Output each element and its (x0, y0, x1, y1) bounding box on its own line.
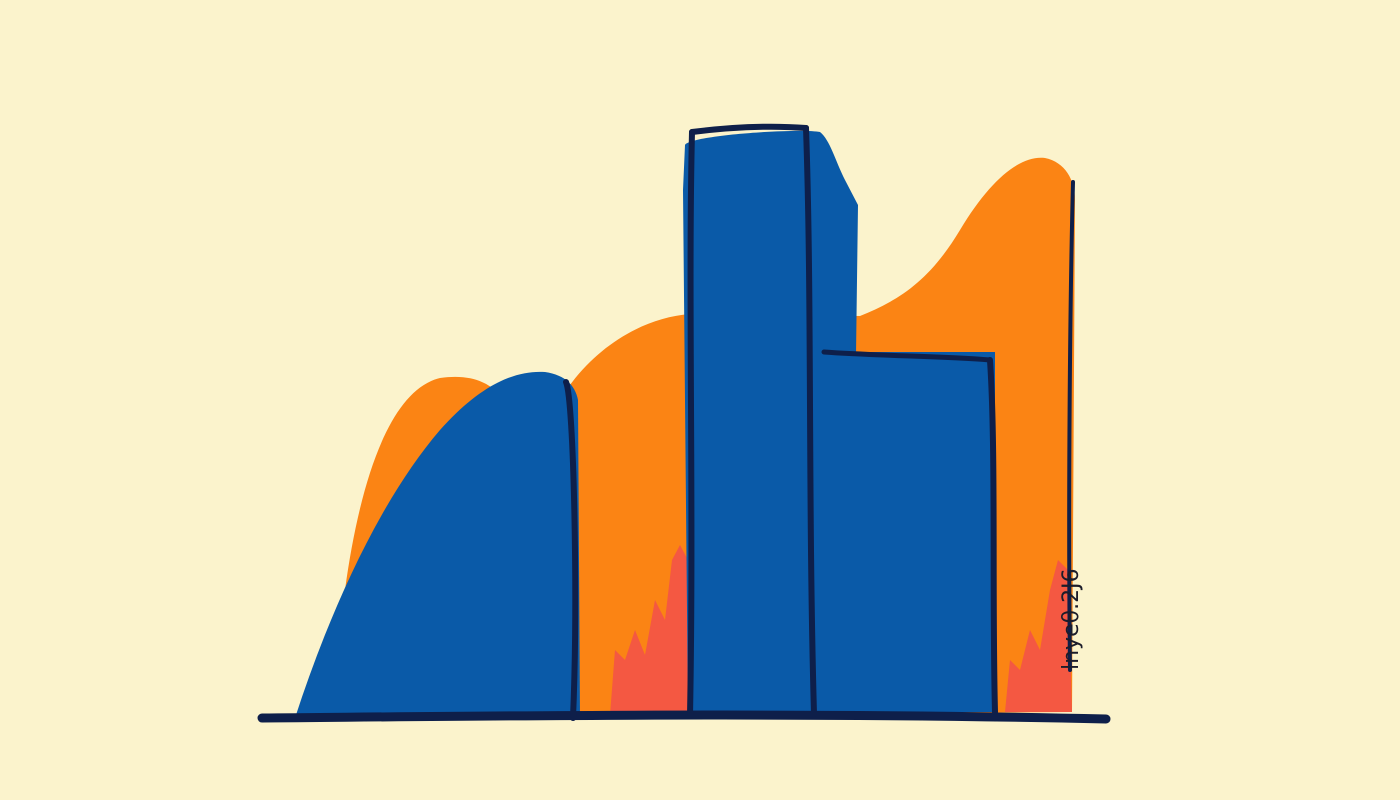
red-streak-left (610, 545, 688, 715)
outline-strokes (257, 123, 1111, 724)
signature: lnyeθ.2J6 (1059, 568, 1084, 670)
blue-right-bar (812, 352, 995, 712)
red-streak-right (1005, 560, 1072, 712)
blue-left-hump (295, 371, 580, 718)
blue-tall-bar (683, 130, 858, 716)
